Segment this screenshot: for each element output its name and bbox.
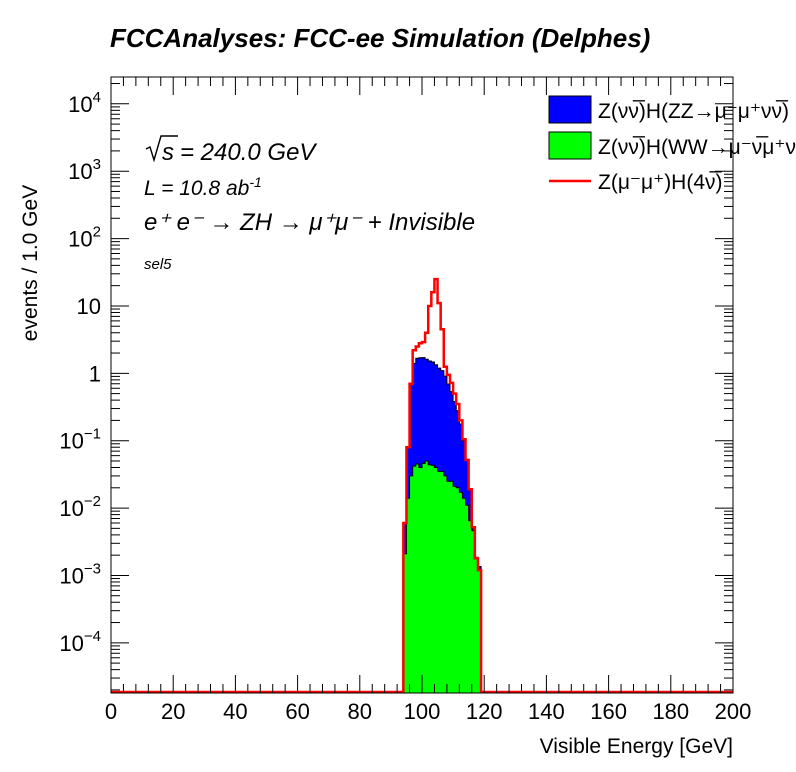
legend-label: Z(νν̅)H(ZZ→μ⁻μ⁺νν̅): [598, 100, 789, 123]
ww-bar: [418, 467, 423, 693]
ww-bar: [462, 498, 466, 693]
legend-swatch: [548, 131, 592, 160]
y-tick-label: 10−3: [59, 560, 101, 588]
zz-bar: [406, 447, 410, 499]
zz-bar: [428, 360, 432, 465]
ww-bar: [443, 475, 448, 693]
zz-bar: [425, 359, 429, 461]
y-tick-label: 10−1: [59, 426, 101, 454]
sqrt-symbol: [145, 135, 178, 163]
x-tick-label: 40: [223, 699, 247, 724]
ww-bar: [471, 530, 476, 693]
sqrt-s-value: = 240.0 GeV: [180, 139, 317, 166]
x-tick-label: 180: [652, 699, 689, 724]
ww-bar: [422, 463, 426, 693]
x-tick-label: 80: [348, 699, 372, 724]
ww-bar: [431, 465, 435, 693]
zz-bar: [465, 460, 470, 506]
y-tick-label: 104: [68, 89, 101, 117]
annotations: s = 240.0 GeV L = 10.8 ab-1 e⁺ e⁻ → ZH →…: [144, 135, 475, 273]
legend: Z(νν̅)H(ZZ→μ⁻μ⁺νν̅) Z(νν̅)H(WW→μ⁻ν̅μ⁺ν) Z(…: [548, 95, 796, 194]
y-tick-label: 10: [77, 294, 101, 319]
ww-bar: [434, 467, 438, 693]
ww-bar: [428, 464, 432, 693]
ww-bar: [446, 481, 451, 693]
ww-bar: [449, 481, 454, 693]
ww-bar: [425, 460, 429, 693]
luminosity-annotation: L = 10.8 ab-1: [144, 174, 262, 200]
histogram-bars: [111, 277, 733, 693]
legend-label: Z(μ⁻μ⁺)H(4ν̅): [598, 171, 723, 194]
sqrt-s-variable: s: [162, 139, 174, 166]
x-tick-label: 60: [285, 699, 309, 724]
y-axis-label: events / 1.0 GeV: [19, 185, 42, 341]
process-annotation: e⁺ e⁻ → ZH → μ⁺μ⁻ + Invisible: [144, 209, 475, 236]
chart-title: FCCAnalyses: FCC-ee Simulation (Delphes): [110, 23, 650, 53]
x-tick-label: 200: [715, 699, 752, 724]
ww-bar: [406, 498, 410, 693]
zz-bar: [459, 423, 463, 493]
y-tick-label: 1: [89, 361, 101, 386]
zz-bar: [453, 401, 457, 487]
zz-bar: [422, 357, 426, 464]
y-tick-label: 10−2: [59, 493, 101, 521]
ww-bar: [474, 558, 479, 693]
ww-bar: [412, 466, 417, 693]
zz-bar: [462, 440, 466, 499]
x-tick-label: 140: [528, 699, 565, 724]
zz-bar: [434, 364, 438, 468]
zz-bar: [431, 361, 435, 466]
selection-annotation: sel5: [144, 256, 172, 273]
x-tick-label: 100: [404, 699, 441, 724]
ww-bar: [468, 520, 473, 693]
y-tick-label: 10−4: [59, 628, 101, 656]
signal-line: [111, 277, 733, 693]
x-tick-label: 0: [105, 699, 117, 724]
ww-bar: [415, 464, 420, 693]
ww-bar: [477, 570, 482, 693]
zz-bar: [456, 410, 460, 488]
zz-bar: [443, 376, 448, 476]
x-axis-label: Visible Energy [GeV]: [540, 735, 733, 758]
ww-bar: [459, 492, 463, 693]
y-tick-label: 103: [68, 156, 101, 184]
ww-bar: [456, 487, 460, 693]
ww-outline: [402, 460, 482, 693]
ww-bar: [440, 471, 445, 693]
zz-bar: [471, 528, 476, 531]
ww-bar: [453, 486, 457, 693]
x-tick-label: 160: [590, 699, 627, 724]
zz-bar: [409, 383, 414, 476]
zz-bar: [418, 357, 423, 468]
ww-bar: [465, 505, 470, 693]
zz-bar: [403, 523, 407, 554]
sqrt-s-annotation: s = 240.0 GeV: [145, 135, 317, 166]
ww-bar: [437, 471, 442, 693]
y-tick-label: 102: [68, 224, 101, 252]
zz-bar: [477, 566, 482, 571]
zz-bar: [468, 490, 473, 521]
legend-label: Z(νν̅)H(WW→μ⁻ν̅μ⁺ν): [598, 136, 796, 159]
zz-bar: [412, 363, 417, 467]
zz-bar: [437, 368, 442, 472]
zz-bar: [440, 370, 445, 472]
x-tick-label: 120: [466, 699, 503, 724]
zz-bar: [415, 358, 420, 465]
axis-ticks: 0 20 40 60 80 100 120 140 160 180 200 10−4 10−3 10−2 1…: [59, 77, 751, 724]
x-tick-label: 20: [161, 699, 185, 724]
zz-bar: [449, 391, 454, 482]
ww-bar: [409, 475, 414, 693]
legend-swatch: [548, 95, 592, 124]
zz-bar: [446, 383, 451, 482]
ww-bar: [403, 553, 407, 693]
